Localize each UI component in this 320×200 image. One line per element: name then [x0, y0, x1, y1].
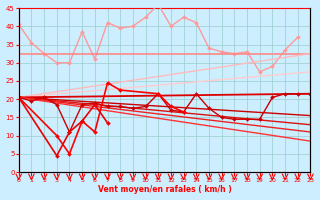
X-axis label: Vent moyen/en rafales ( km/h ): Vent moyen/en rafales ( km/h )	[98, 185, 231, 194]
